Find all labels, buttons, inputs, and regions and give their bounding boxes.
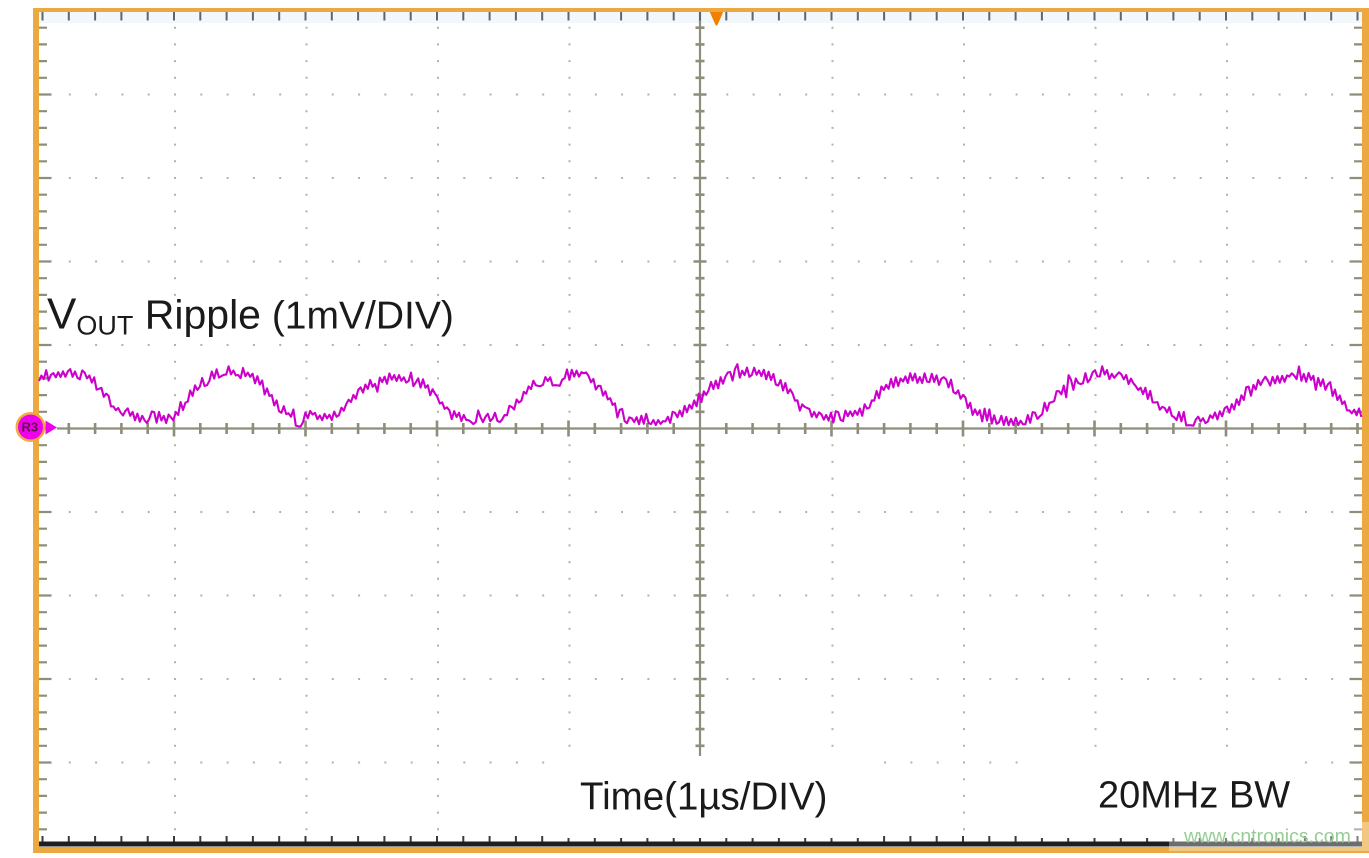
- svg-text:R3: R3: [22, 420, 39, 435]
- svg-text:www.cntronics.com: www.cntronics.com: [1183, 826, 1351, 848]
- svg-text:VOUT Ripple (1mV/DIV): VOUT Ripple (1mV/DIV): [47, 290, 454, 341]
- svg-text:20MHz BW: 20MHz BW: [1098, 775, 1290, 817]
- svg-text:Time(1µs/DIV): Time(1µs/DIV): [580, 776, 828, 819]
